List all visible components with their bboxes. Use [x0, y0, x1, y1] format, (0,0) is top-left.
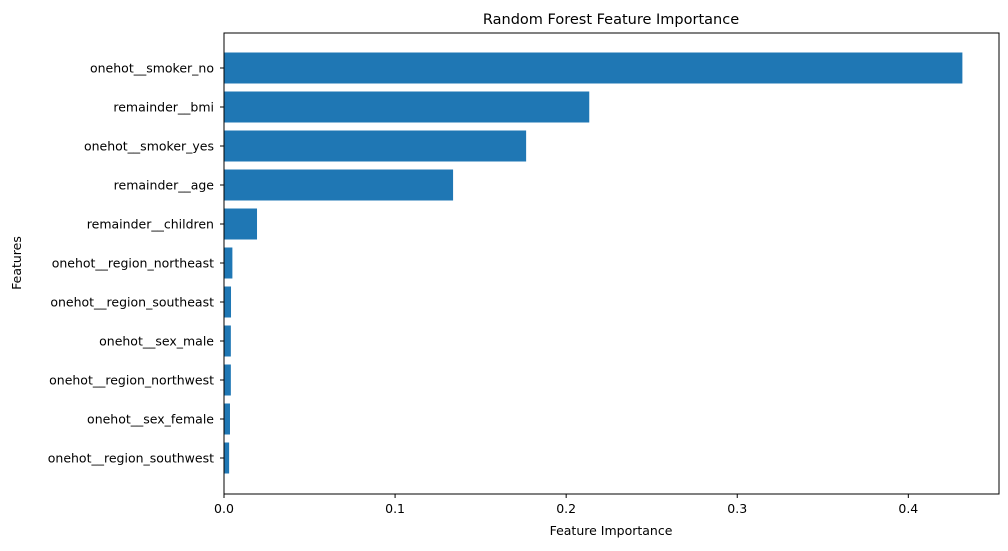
bar-remainder__children	[224, 208, 258, 240]
bars-group	[224, 52, 963, 474]
x-axis-label: Feature Importance	[550, 523, 673, 538]
bar-remainder__age	[224, 169, 454, 201]
y-tick-label: onehot__smoker_yes	[84, 139, 214, 154]
chart-title: Random Forest Feature Importance	[483, 12, 739, 28]
x-ticks-group: 0.0 0.1 0.2 0.3 0.4	[214, 494, 918, 516]
bar-onehot__sex_male	[224, 325, 231, 357]
x-tick-label: 0.4	[898, 501, 918, 516]
x-tick-label: 0.2	[556, 501, 576, 516]
bar-onehot__smoker_no	[224, 52, 963, 84]
y-tick-label: onehot__sex_female	[87, 412, 214, 427]
y-tick-label: onehot__region_northeast	[52, 256, 214, 271]
y-tick-label: onehot__region_southwest	[48, 451, 214, 466]
y-tick-label: remainder__children	[87, 217, 214, 232]
bar-onehot__region_northeast	[224, 247, 233, 279]
plot-frame	[223, 32, 1000, 495]
y-tick-label: onehot__region_southeast	[50, 295, 214, 310]
y-axis-label: Features	[9, 236, 24, 290]
bar-onehot__region_southwest	[224, 442, 230, 474]
y-tick-label: onehot__region_northwest	[49, 373, 214, 388]
x-tick-label: 0.0	[214, 501, 234, 516]
y-tick-label: remainder__bmi	[113, 100, 214, 115]
y-ticks-group: onehot__smoker_no remainder__bmi onehot__s…	[48, 61, 224, 466]
bar-onehot__smoker_yes	[224, 130, 527, 162]
bar-onehot__region_southeast	[224, 286, 232, 318]
bar-onehot__sex_female	[224, 403, 230, 435]
bar-remainder__bmi	[224, 91, 590, 123]
y-tick-label: remainder__age	[114, 178, 215, 193]
bar-onehot__region_northwest	[224, 364, 231, 396]
y-tick-label: onehot__sex_male	[99, 334, 214, 349]
y-tick-label: onehot__smoker_no	[90, 61, 214, 76]
x-tick-label: 0.1	[385, 501, 405, 516]
x-tick-label: 0.3	[727, 501, 747, 516]
